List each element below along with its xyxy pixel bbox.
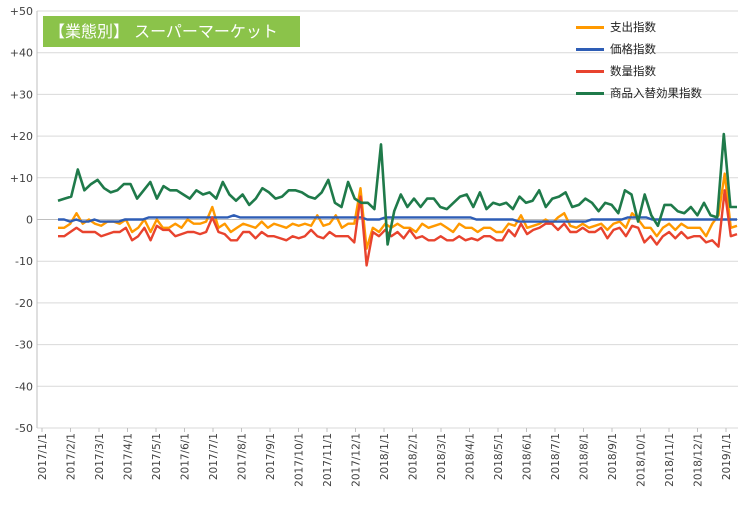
series-line-2 [58,189,738,267]
x-tick-label: 2017/4/1 [123,433,135,480]
x-tick-label: 2018/3/1 [436,433,448,480]
legend-label: 商品入替効果指数 [610,86,702,100]
y-tick-label: -20 [15,297,33,310]
x-tick-label: 2017/1/1 [37,433,49,480]
y-tick-label: -30 [15,339,33,352]
y-tick-label: +40 [10,47,33,60]
y-axis-ticks: +50 +40 +30 +20 +10 0 -10 -20 -30 -40 -50 [10,5,33,435]
legend-item-quantity: 数量指数 [576,60,702,82]
x-tick-label: 2018/6/1 [522,433,534,480]
legend-swatch [576,69,604,73]
x-tick-label: 2017/8/1 [237,433,249,480]
x-tick-label: 2017/6/1 [180,433,192,480]
legend-item-price: 価格指数 [576,38,702,60]
legend-swatch [576,91,604,95]
x-tick-label: 2018/2/1 [408,433,420,480]
y-tick-label: -50 [15,422,33,435]
y-tick-label: +50 [10,5,33,18]
legend-item-spending: 支出指数 [576,16,702,38]
x-tick-label: 2018/1/1 [379,433,391,480]
x-tick-label: 2018/8/1 [579,433,591,480]
x-tick-label: 2017/12/1 [351,433,363,487]
y-tick-label: +10 [10,172,33,185]
x-tick-label: 2018/7/1 [550,433,562,480]
legend-label: 価格指数 [610,42,656,56]
y-tick-label: -10 [15,255,33,268]
series-line-3 [57,132,737,246]
legend-label: 数量指数 [610,64,656,78]
legend-label: 支出指数 [610,20,656,34]
gridlines [36,10,738,429]
series-line-0 [58,172,738,250]
y-tick-label: -40 [15,380,33,393]
x-tick-label: 2018/12/1 [693,433,705,487]
x-tick-label: 2017/11/1 [322,433,334,487]
series-line-1 [58,214,737,223]
x-tick-label: 2017/10/1 [294,433,306,487]
x-tick-label: 2017/5/1 [151,433,163,480]
x-tick-label: 2017/9/1 [265,433,277,480]
legend-swatch [576,47,604,51]
y-tick-label: +20 [10,130,33,143]
x-axis-ticks: 2017/1/1 2017/2/1 2017/3/1 2017/4/1 2017/5/1… [37,428,733,487]
x-tick-label: 2018/11/1 [664,433,676,487]
x-tick-label: 2018/4/1 [465,433,477,480]
legend-swatch [576,25,604,29]
x-tick-label: 2018/10/1 [636,433,648,487]
x-tick-label: 2018/9/1 [607,433,619,480]
legend: 支出指数 価格指数 数量指数 商品入替効果指数 [576,16,702,104]
chart-title: 【業態別】 スーパーマーケット [43,16,300,47]
x-tick-label: 2019/1/1 [721,433,733,480]
x-tick-label: 2017/3/1 [94,433,106,480]
y-tick-label: 0 [26,214,33,227]
x-tick-label: 2017/2/1 [66,433,78,480]
legend-item-replacement: 商品入替効果指数 [576,82,702,104]
y-tick-label: +30 [10,88,33,101]
x-tick-label: 2017/7/1 [208,433,220,480]
series-lines [57,132,738,267]
x-tick-label: 2018/5/1 [493,433,505,480]
